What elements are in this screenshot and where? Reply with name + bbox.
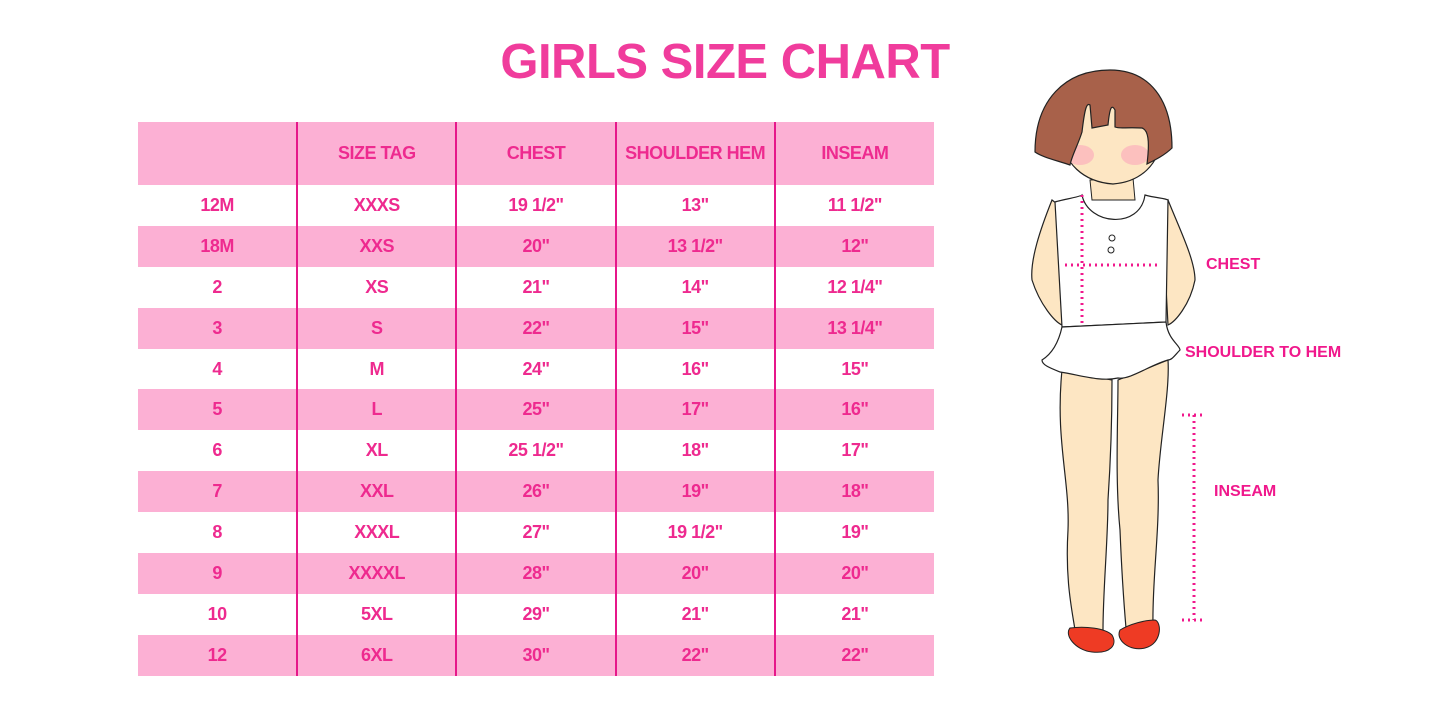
cell-chest: 22" [455, 307, 616, 349]
cell-shoulder-hem: 18" [614, 430, 775, 472]
table-row: 10 5XL 29" 21" 21" [138, 593, 934, 635]
cell-inseam: 12" [773, 225, 934, 267]
cell-size: 9 [138, 553, 298, 594]
page-title: GIRLS SIZE CHART [500, 35, 950, 89]
table-row: 4 M 24" 16" 15" [138, 348, 934, 390]
cell-size: 7 [138, 471, 298, 513]
cell-shoulder-hem: 22" [614, 634, 775, 676]
cell-inseam: 11 1/2" [773, 185, 934, 226]
cell-size: 12M [200, 194, 234, 215]
table-row: 6 XL 25 1/2" 18" 17" [138, 430, 934, 472]
header-inseam: INSEAM [773, 122, 934, 185]
cell-chest: 19 1/2" [455, 185, 616, 226]
cell-size-tag: XXL [296, 471, 457, 513]
header-shoulder-hem: SHOULDER HEM [614, 122, 775, 185]
header-size-tag: SIZE TAG [296, 122, 457, 185]
cell-size: 3 [138, 307, 298, 349]
cell-size: 18M [138, 225, 298, 267]
girl-measurement-illustration: CHEST SHOULDER TO HEM INSEAM [1000, 60, 1380, 670]
table-row: 3 S 22" 15" 13 1/4" [138, 307, 934, 349]
cell-chest: 26" [455, 471, 616, 513]
table-header-row: SIZE TAG CHEST SHOULDER HEM INSEAM [138, 122, 934, 185]
cell-shoulder-hem: 17" [614, 389, 775, 431]
cell-inseam: 22" [773, 634, 934, 676]
table-row: 9 XXXXL 28" 20" 20" [138, 553, 934, 594]
cell-chest: 24" [455, 348, 616, 390]
cell-size-tag: XXS [296, 225, 457, 267]
cell-chest: 30" [455, 634, 616, 676]
cell-inseam: 20" [773, 553, 934, 594]
inseam-label: INSEAM [1214, 483, 1277, 500]
cell-chest: 25 1/2" [455, 430, 616, 472]
cell-size-tag: 5XL [296, 593, 457, 635]
cell-size: 12 [138, 634, 298, 676]
cell-size-tag: XXXS [296, 185, 457, 226]
table-row: 12 6XL 30" 22" 22" [138, 634, 934, 676]
cell-shoulder-hem: 15" [614, 307, 775, 349]
cell-shoulder-hem: 13" [614, 185, 775, 226]
cell-size: 6 [212, 440, 222, 461]
cell-shoulder-hem: 19" [614, 471, 775, 513]
cell-size: 8 [212, 522, 222, 543]
header-size [138, 122, 298, 185]
cell-inseam: 15" [773, 348, 934, 390]
header-chest: CHEST [455, 122, 616, 185]
cell-shoulder-hem: 14" [614, 266, 775, 308]
cell-size-tag: S [296, 307, 457, 349]
cell-shoulder-hem: 21" [614, 593, 775, 635]
cell-chest: 21" [455, 266, 616, 308]
cell-inseam: 16" [773, 389, 934, 431]
cell-shoulder-hem: 13 1/2" [614, 225, 775, 267]
cell-inseam: 18" [773, 471, 934, 513]
cell-size-tag: XXXL [296, 512, 457, 554]
cell-inseam: 19" [773, 512, 934, 554]
cell-inseam: 12 1/4" [773, 266, 934, 308]
cell-chest: 20" [455, 225, 616, 267]
cell-size-tag: XL [296, 430, 457, 472]
cell-size-tag: M [296, 348, 457, 390]
cell-shoulder-hem: 20" [614, 553, 775, 594]
cell-chest: 29" [455, 593, 616, 635]
cell-inseam: 13 1/4" [773, 307, 934, 349]
table-row: 7 XXL 26" 19" 18" [138, 471, 934, 513]
cell-size-tag: XS [296, 266, 457, 308]
cell-chest: 25" [455, 389, 616, 431]
cell-size-tag: 6XL [296, 634, 457, 676]
girl-figure-icon [1031, 69, 1202, 653]
cell-inseam: 21" [773, 593, 934, 635]
shoulder-to-hem-label: SHOULDER TO HEM [1185, 344, 1342, 361]
cell-chest: 28" [455, 553, 616, 594]
cell-inseam: 17" [773, 430, 934, 472]
size-chart-table: SIZE TAG CHEST SHOULDER HEM INSEAM 12M XX… [138, 122, 934, 676]
cell-shoulder-hem: 19 1/2" [614, 512, 775, 554]
table-row: 8 XXXL 27" 19 1/2" 19" [138, 512, 934, 554]
cell-size-tag: XXXXL [296, 553, 457, 594]
cell-shoulder-hem: 16" [614, 348, 775, 390]
cell-size: 4 [212, 358, 222, 379]
cell-size-tag: L [296, 389, 457, 431]
table-row: 12M XXXS 19 1/2" 13" 11 1/2" [138, 185, 934, 226]
table-row: 5 L 25" 17" 16" [138, 389, 934, 431]
table-row: 2 XS 21" 14" 12 1/4" [138, 266, 934, 308]
cell-size: 2 [212, 276, 222, 297]
table-row: 18M XXS 20" 13 1/2" 12" [138, 225, 934, 267]
cell-size: 10 [207, 603, 228, 624]
cell-size: 5 [138, 389, 298, 431]
chest-label: CHEST [1206, 256, 1261, 273]
cell-chest: 27" [455, 512, 616, 554]
